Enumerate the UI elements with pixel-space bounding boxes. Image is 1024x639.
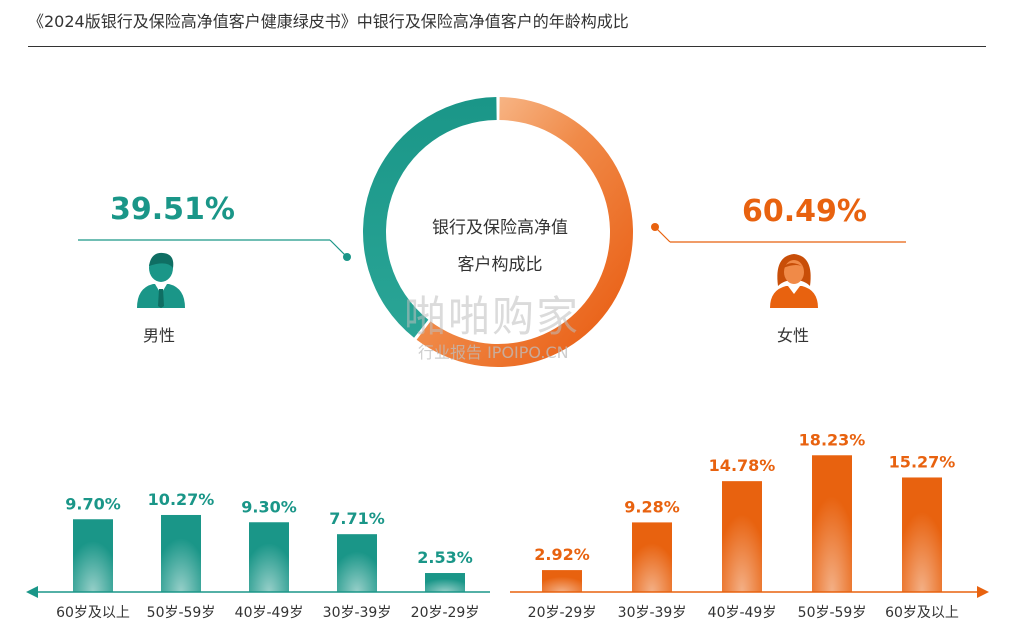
male-bar-value-label: 9.30% bbox=[241, 497, 297, 516]
female-bar-value-label: 18.23% bbox=[799, 430, 866, 449]
male-age-tick-label: 30岁-39岁 bbox=[323, 605, 392, 621]
male-age-tick-label: 60岁及以上 bbox=[56, 605, 130, 621]
donut-slice-male bbox=[363, 97, 497, 338]
female-age-tick-label: 30岁-39岁 bbox=[618, 605, 687, 621]
donut-center-label-line1: 银行及保险高净值 bbox=[432, 218, 568, 238]
watermark-logo: 啪啪购家 bbox=[404, 292, 581, 341]
female-bar-highlight bbox=[632, 522, 672, 592]
female-age-tick-label: 20岁-29岁 bbox=[528, 605, 597, 621]
male-age-tick-label: 50岁-59岁 bbox=[147, 605, 216, 621]
donut-center-label-line2: 客户构成比 bbox=[457, 255, 543, 275]
watermark-subtext: 行业报告 IPOIPO.CN bbox=[418, 343, 569, 362]
female-age-tick-label: 50岁-59岁 bbox=[798, 605, 867, 621]
female-connector bbox=[651, 223, 906, 243]
male-bar-value-label: 7.71% bbox=[329, 509, 385, 528]
male-bar-highlight bbox=[161, 514, 201, 592]
donut-slice-female bbox=[416, 97, 633, 368]
female-age-tick-label: 60岁及以上 bbox=[885, 605, 959, 621]
female-bar-highlight bbox=[722, 481, 762, 592]
male-share-value: 39.51% bbox=[110, 192, 235, 227]
male-bar-highlight bbox=[337, 534, 377, 592]
male-axis bbox=[26, 586, 490, 598]
female-axis bbox=[510, 586, 989, 598]
male-bar-highlight bbox=[249, 522, 289, 592]
female-bar-value-label: 2.92% bbox=[534, 545, 590, 564]
male-bar-value-label: 9.70% bbox=[65, 494, 121, 513]
female-bar-value-label: 15.27% bbox=[889, 452, 956, 471]
male-connector bbox=[78, 239, 351, 261]
male-age-tick-label: 20岁-29岁 bbox=[411, 605, 480, 621]
female-label: 女性 bbox=[777, 326, 810, 345]
female-bar-highlight bbox=[542, 570, 582, 592]
female-bar-value-label: 14.78% bbox=[709, 456, 776, 475]
female-user-icon bbox=[770, 254, 818, 308]
male-label: 男性 bbox=[143, 326, 176, 345]
female-bar-highlight bbox=[812, 455, 852, 592]
female-bar-highlight bbox=[902, 477, 942, 592]
male-bar-value-label: 2.53% bbox=[417, 548, 473, 567]
donut-chart bbox=[363, 97, 633, 368]
male-age-bar-chart: 9.70% 60岁及以上 10.27% 50岁-59岁 9.30% 40岁-49岁 7.71… bbox=[56, 490, 479, 621]
page-title: 《2024版银行及保险高净值客户健康绿皮书》中银行及保险高净值客户的年龄构成比 bbox=[28, 12, 629, 31]
female-age-bar-chart: 2.92% 20岁-29岁 9.28% 30岁-39岁 14.78% 40岁-49岁 18.… bbox=[528, 430, 959, 621]
male-user-icon bbox=[137, 252, 185, 308]
male-bar-value-label: 10.27% bbox=[148, 490, 215, 509]
title-divider bbox=[28, 46, 986, 47]
female-age-tick-label: 40岁-49岁 bbox=[708, 605, 777, 621]
female-bar-value-label: 9.28% bbox=[624, 497, 680, 516]
male-age-tick-label: 40岁-49岁 bbox=[235, 605, 304, 621]
female-share-value: 60.49% bbox=[742, 194, 867, 229]
male-bar-highlight bbox=[425, 573, 465, 592]
male-bar-highlight bbox=[73, 519, 113, 592]
